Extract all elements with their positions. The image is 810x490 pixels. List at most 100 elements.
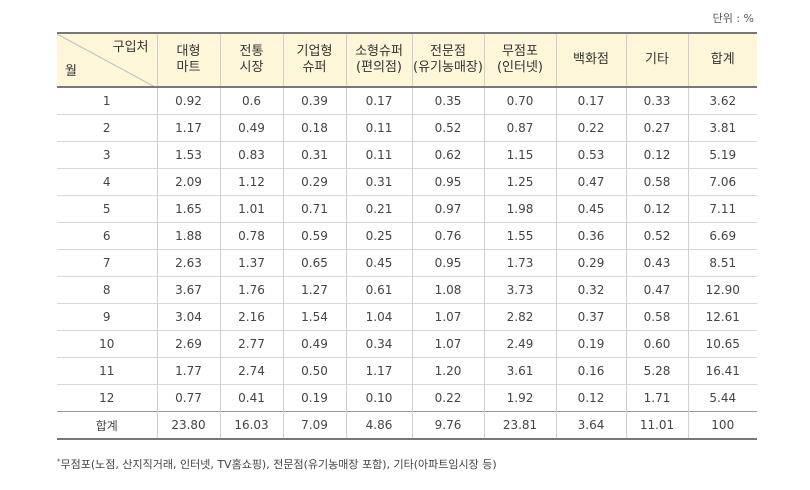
table-cell: 7.11 — [687, 195, 757, 223]
table-cell: 0.17 — [555, 86, 626, 115]
table-cell: 2.82 — [483, 303, 556, 331]
column-header-line: 마트 — [176, 60, 201, 75]
table-row: 1 0.92 0.6 0.39 0.17 0.35 0.70 0.17 0.33 3.62 — [57, 86, 757, 115]
table-cell: 3.61 — [483, 357, 556, 385]
table-cell: 0.10 — [345, 384, 412, 412]
table-cell: 1.27 — [282, 276, 346, 304]
table-cell: 0.19 — [282, 384, 346, 412]
corner-label-month: 월 — [65, 64, 77, 79]
table-cell: 0.36 — [555, 222, 626, 250]
table-cell: 0.11 — [345, 114, 412, 142]
table-row: 11 1.77 2.74 0.50 1.17 1.20 3.61 0.16 5.28 16.41 — [57, 357, 757, 385]
column-header: 백화점 — [555, 33, 626, 87]
table-cell: 0.49 — [282, 330, 346, 358]
column-header: 대형 마트 — [156, 33, 220, 87]
table-cell: 0.47 — [625, 276, 688, 304]
table-cell: 3.04 — [156, 303, 220, 331]
column-header-line: 전문점 — [430, 44, 466, 59]
table-cell: 1.65 — [156, 195, 220, 223]
footnote: *무점포(노점, 산지직거래, 인터넷, TV홈쇼핑), 전문점(유기농매장 포… — [57, 456, 497, 472]
row-label-cell: 5 — [57, 195, 157, 223]
column-header: 기업형 슈퍼 — [282, 33, 346, 87]
table-cell: 0.32 — [555, 276, 626, 304]
column-header-line: (유기농매장) — [413, 60, 483, 75]
table-cell: 2.49 — [483, 330, 556, 358]
table-cell: 0.59 — [282, 222, 346, 250]
column-header-line: 백화점 — [573, 52, 609, 67]
table-cell: 1.07 — [411, 303, 484, 331]
header-row: 구입처 월 대형 마트 전통 시장 기업형 슈퍼 소형슈퍼 (편의점) 전문점 (유기농매장) 무점… — [57, 33, 757, 87]
table-cell: 7.09 — [282, 411, 346, 440]
column-header-line: 시장 — [239, 60, 264, 75]
table-cell: 0.45 — [555, 195, 626, 223]
table-cell: 0.47 — [555, 168, 626, 196]
table-cell: 3.62 — [687, 86, 757, 115]
column-header-line: 합계 — [710, 52, 735, 67]
table-cell: 1.07 — [411, 330, 484, 358]
purchase-channel-table: 구입처 월 대형 마트 전통 시장 기업형 슈퍼 소형슈퍼 (편의점) 전문점 (유기농매장) 무점… — [57, 32, 757, 440]
table-row: 10 2.69 2.77 0.49 0.34 1.07 2.49 0.19 0.60 10.65 — [57, 330, 757, 358]
table-cell: 0.37 — [555, 303, 626, 331]
table-cell: 0.11 — [345, 141, 412, 169]
column-header-line: 무점포 — [502, 44, 538, 59]
table-row: 12 0.77 0.41 0.19 0.10 0.22 1.92 0.12 1.71 5.44 — [57, 384, 757, 412]
table-cell: 0.29 — [555, 249, 626, 277]
row-label-cell: 12 — [57, 384, 157, 412]
table-cell: 0.58 — [625, 168, 688, 196]
column-header: 전문점 (유기농매장) — [411, 33, 484, 87]
table-cell: 0.70 — [483, 86, 556, 115]
table-cell: 7.06 — [687, 168, 757, 196]
column-header-line: 소형슈퍼 — [355, 44, 403, 59]
total-row: 합계 23.80 16.03 7.09 4.86 9.76 23.81 3.64 11.01 10… — [57, 411, 757, 440]
table-cell: 1.71 — [625, 384, 688, 412]
table-cell: 1.08 — [411, 276, 484, 304]
table-cell: 0.12 — [625, 195, 688, 223]
row-label-cell: 4 — [57, 168, 157, 196]
column-header: 기타 — [625, 33, 688, 87]
table-cell: 11.01 — [625, 411, 688, 440]
table-cell: 0.65 — [282, 249, 346, 277]
table-cell: 10.65 — [687, 330, 757, 358]
column-header-line: 대형 — [176, 44, 201, 59]
table-cell: 0.22 — [411, 384, 484, 412]
table-cell: 2.63 — [156, 249, 220, 277]
row-label-cell: 3 — [57, 141, 157, 169]
table-cell: 0.58 — [625, 303, 688, 331]
table-cell: 12.90 — [687, 276, 757, 304]
table-cell: 12.61 — [687, 303, 757, 331]
table-cell: 1.04 — [345, 303, 412, 331]
table-row: 3 1.53 0.83 0.31 0.11 0.62 1.15 0.53 0.12 5.19 — [57, 141, 757, 169]
table-cell: 0.52 — [411, 114, 484, 142]
table-cell: 9.76 — [411, 411, 484, 440]
table-cell: 0.12 — [555, 384, 626, 412]
column-header-line: 기업형 — [296, 44, 333, 59]
table-cell: 0.62 — [411, 141, 484, 169]
table-cell: 16.03 — [219, 411, 283, 440]
table-cell: 0.61 — [345, 276, 412, 304]
table-cell: 0.31 — [282, 141, 346, 169]
table-cell: 0.95 — [411, 249, 484, 277]
table-cell: 2.69 — [156, 330, 220, 358]
table-cell: 5.44 — [687, 384, 757, 412]
table-cell: 8.51 — [687, 249, 757, 277]
table-cell: 1.55 — [483, 222, 556, 250]
table-cell: 16.41 — [687, 357, 757, 385]
table-cell: 0.95 — [411, 168, 484, 196]
table-cell: 0.53 — [555, 141, 626, 169]
table-cell: 0.33 — [625, 86, 688, 115]
row-label-cell: 6 — [57, 222, 157, 250]
table-cell: 1.92 — [483, 384, 556, 412]
table-cell: 0.27 — [625, 114, 688, 142]
table-cell: 1.73 — [483, 249, 556, 277]
table-cell: 0.77 — [156, 384, 220, 412]
row-label-cell: 8 — [57, 276, 157, 304]
table-row: 2 1.17 0.49 0.18 0.11 0.52 0.87 0.22 0.27 3.81 — [57, 114, 757, 142]
table-cell: 0.87 — [483, 114, 556, 142]
table-cell: 1.88 — [156, 222, 220, 250]
table-cell: 1.53 — [156, 141, 220, 169]
table-cell: 1.20 — [411, 357, 484, 385]
unit-label: 단위 : % — [712, 12, 754, 25]
table-cell: 1.15 — [483, 141, 556, 169]
table-cell: 0.17 — [345, 86, 412, 115]
column-header-line: 기타 — [645, 52, 669, 67]
